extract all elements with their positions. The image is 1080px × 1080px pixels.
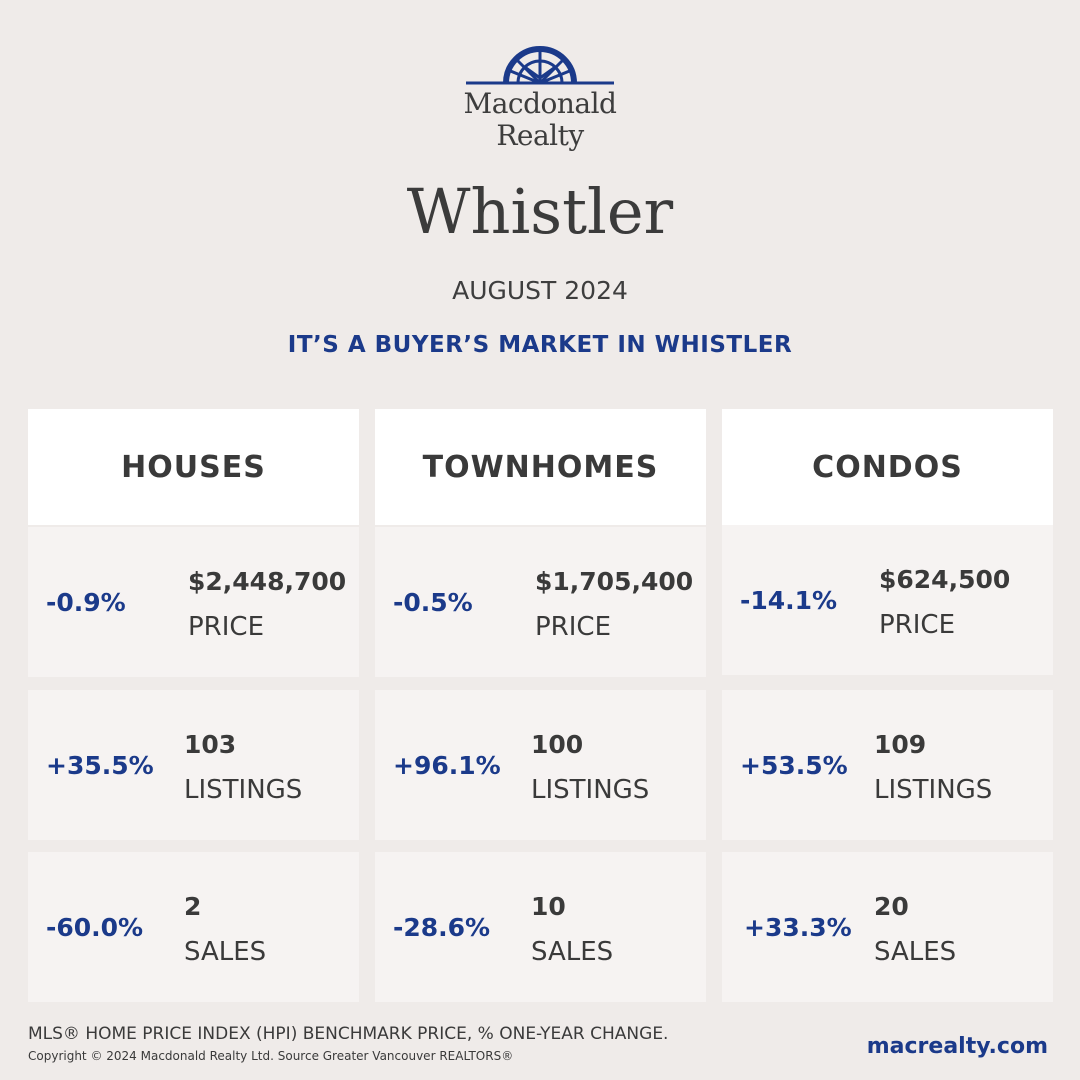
listings-value: 100 [531,730,584,759]
report-date: AUGUST 2024 [452,276,628,305]
sales-label: SALES [874,937,957,967]
price-change: -0.9% [46,587,126,617]
sales-value: 2 [184,892,202,921]
listings-label: LISTINGS [531,775,650,805]
listings-card: +35.5% 103 LISTINGS [28,690,359,840]
price-value: $1,705,400 [535,567,694,596]
listings-label: LISTINGS [874,775,993,805]
price-value: $624,500 [879,565,1011,594]
sales-label: SALES [531,937,614,967]
listings-value: 109 [874,730,927,759]
price-change: -14.1% [740,585,838,615]
price-value: $2,448,700 [188,567,347,596]
sales-card: -60.0% 2 SALES [28,852,359,1002]
price-label: PRICE [188,612,264,642]
brand-name-line2: Realty [496,119,584,152]
brand-name-line1: Macdonald [463,87,617,120]
sales-label: SALES [184,937,267,967]
price-label: PRICE [535,612,611,642]
price-card: -0.9% $2,448,700 PRICE [28,527,359,677]
price-label: PRICE [879,610,955,640]
page-title: Whistler [406,175,674,248]
column-townhomes: TOWNHOMES -0.5% $1,705,400 PRICE +96.1% … [375,409,706,1002]
column-title: TOWNHOMES [375,409,706,525]
column-condos: CONDOS -14.1% $624,500 PRICE +53.5% 109 … [722,409,1053,1002]
price-card: -0.5% $1,705,400 PRICE [375,527,706,677]
sales-change: -28.6% [393,912,491,942]
column-title: CONDOS [722,409,1053,525]
sales-value: 20 [874,892,909,921]
sales-card: -28.6% 10 SALES [375,852,706,1002]
sales-change: -60.0% [46,912,144,942]
website-link[interactable]: macrealty.com [866,1034,1048,1059]
methodology-note: MLS® HOME PRICE INDEX (HPI) BENCHMARK PR… [28,1024,669,1044]
sales-card: +33.3% 20 SALES [722,852,1053,1002]
listings-card: +96.1% 100 LISTINGS [375,690,706,840]
column-title: HOUSES [28,409,359,525]
listings-change: +53.5% [740,750,848,780]
sales-change: +33.3% [744,912,852,942]
price-card: -14.1% $624,500 PRICE [722,525,1053,675]
market-headline: IT’S A BUYER’S MARKET IN WHISTLER [287,332,793,358]
brand-logo: Macdonald Realty [440,40,640,152]
listings-value: 103 [184,730,237,759]
listings-card: +53.5% 109 LISTINGS [722,690,1053,840]
sales-value: 10 [531,892,566,921]
column-houses: HOUSES -0.9% $2,448,700 PRICE +35.5% 103… [28,409,359,1002]
listings-change: +96.1% [393,750,501,780]
ferris-wheel-logo-icon [466,46,614,85]
listings-change: +35.5% [46,750,154,780]
price-change: -0.5% [393,587,473,617]
copyright-text: Copyright © 2024 Macdonald Realty Ltd. S… [28,1049,514,1063]
listings-label: LISTINGS [184,775,303,805]
